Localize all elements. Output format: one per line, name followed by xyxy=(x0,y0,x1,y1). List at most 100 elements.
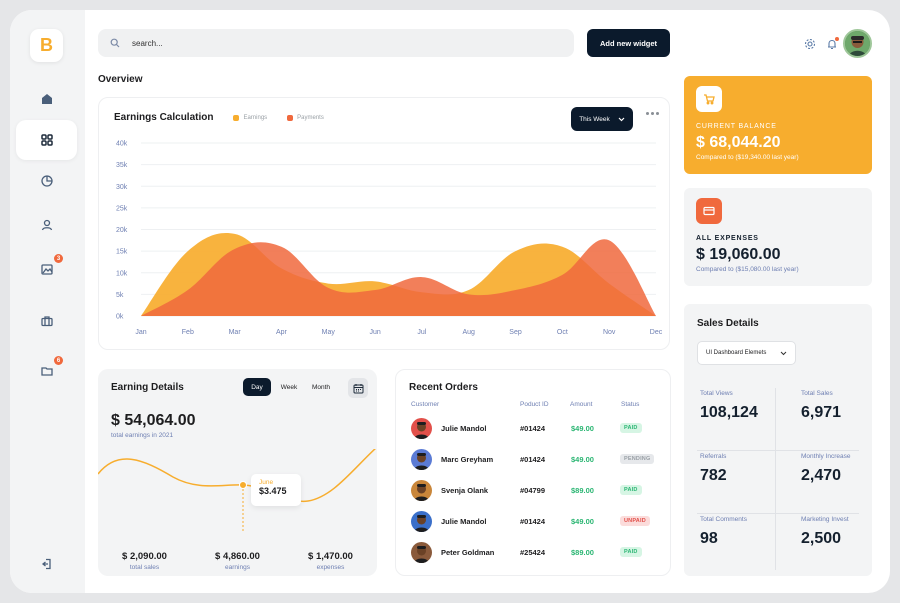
sidebar: B 3 6 xyxy=(10,10,85,593)
x-tick-label: Aug xyxy=(462,329,475,336)
sales-filter-dropdown[interactable]: UI Dashboard Elemets xyxy=(697,341,796,365)
y-tick-label: 15k xyxy=(116,249,128,256)
tab-day[interactable]: Day xyxy=(243,378,271,396)
table-row[interactable]: Peter Goldman #25424 $89.00 PAID xyxy=(396,541,672,565)
notifications-button[interactable] xyxy=(825,37,839,51)
tooltip-value: $3.475 xyxy=(259,486,287,496)
recent-orders-card: Recent Orders Customer Poduct ID Amount … xyxy=(395,369,671,576)
tab-month[interactable]: Month xyxy=(311,383,331,391)
stat-label: Referrals xyxy=(700,453,727,460)
total-earnings-caption: total earnings in 2021 xyxy=(111,432,174,439)
sidebar-item-media[interactable]: 3 xyxy=(37,254,63,279)
stats-divider xyxy=(697,513,859,514)
add-widget-button[interactable]: Add new widget xyxy=(587,29,670,57)
status-badge: PAID xyxy=(620,547,642,557)
stat-value: 782 xyxy=(700,467,727,484)
customer-avatar xyxy=(411,449,432,470)
user-avatar[interactable] xyxy=(843,29,872,58)
product-id: #04799 xyxy=(520,486,546,495)
customer-avatar xyxy=(411,542,432,563)
page-title: Overview xyxy=(98,74,143,85)
credit-card-icon xyxy=(703,206,715,216)
balance-icon-box xyxy=(696,86,722,112)
table-row[interactable]: Julie Mandol #01424 $49.00 UNPAID xyxy=(396,510,672,534)
search-bar[interactable] xyxy=(98,29,574,57)
orders-title: Recent Orders xyxy=(409,382,478,393)
order-amount: $49.00 xyxy=(571,455,594,464)
table-row[interactable]: Julie Mandol #01424 $49.00 PAID xyxy=(396,417,672,441)
sidebar-item-home[interactable] xyxy=(37,89,57,109)
status-badge: PENDING xyxy=(620,454,655,464)
sidebar-item-dashboard[interactable] xyxy=(37,130,57,150)
column-header-product-id: Poduct ID xyxy=(520,401,549,408)
sidebar-item-analytics[interactable] xyxy=(37,171,57,191)
sidebar-item-portfolio[interactable] xyxy=(37,311,57,331)
sales-details-card: Sales Details UI Dashboard Elemets Total… xyxy=(684,304,872,576)
all-expenses-card[interactable]: ALL EXPENSES $ 19,060.00 Compared to ($1… xyxy=(684,188,872,286)
stat-value: 108,124 xyxy=(700,404,758,421)
notification-dot xyxy=(835,37,839,41)
briefcase-icon xyxy=(41,316,53,327)
chevron-down-icon xyxy=(618,117,625,121)
column-header-status: Status xyxy=(621,401,640,408)
y-tick-label: 35k xyxy=(116,162,128,169)
y-tick-label: 5k xyxy=(116,292,124,299)
sidebar-logout[interactable] xyxy=(37,554,57,574)
search-input[interactable] xyxy=(132,38,532,48)
stat-label: Total Views xyxy=(700,390,733,397)
period-dropdown[interactable]: This Week xyxy=(571,107,633,131)
balance-label: CURRENT BALANCE xyxy=(696,123,777,130)
table-row[interactable]: Svenja Olank #04799 $89.00 PAID xyxy=(396,479,672,503)
product-id: #01424 xyxy=(520,517,546,526)
brand-logo[interactable]: B xyxy=(30,29,63,62)
more-options-button[interactable] xyxy=(646,112,659,115)
column-header-amount: Amount xyxy=(570,401,593,408)
product-id: #25424 xyxy=(520,548,546,557)
grid-icon xyxy=(41,134,53,146)
stats-divider xyxy=(697,450,859,451)
earnings-trend-line xyxy=(98,449,376,531)
stat-label: Total Comments xyxy=(700,516,747,523)
status-badge: PAID xyxy=(620,485,642,495)
legend-swatch xyxy=(233,114,240,121)
sidebar-item-users[interactable] xyxy=(37,215,57,235)
stat-label: Marketing Invest xyxy=(801,516,849,523)
stat-value: $ 4,860.00 xyxy=(215,551,260,562)
product-id: #01424 xyxy=(520,424,546,433)
stat-value: 98 xyxy=(700,530,718,547)
balance-value: $ 68,044.20 xyxy=(696,134,781,151)
x-tick-label: Dec xyxy=(650,329,663,336)
dropdown-value: UI Dashboard Elemets xyxy=(706,350,767,356)
x-tick-label: Oct xyxy=(557,329,568,336)
earnings-chart-card: Earnings Calculation Earnings Payments T… xyxy=(98,97,670,350)
cart-icon xyxy=(704,94,715,105)
calendar-button[interactable] xyxy=(348,378,368,398)
earnings-area-chart: 0k 5k 10k 15k 20k 25k 30k 35k 40k Jan Feb Mar Apr May… xyxy=(116,141,663,337)
settings-button[interactable] xyxy=(803,37,817,51)
app-window: B 3 6 A xyxy=(10,10,890,593)
y-tick-label: 10k xyxy=(116,270,128,277)
current-balance-card[interactable]: CURRENT BALANCE $ 68,044.20 Compared to … xyxy=(684,76,872,174)
legend-label: Earnings xyxy=(243,114,268,121)
stat-label: total sales xyxy=(129,564,160,571)
sidebar-item-files[interactable]: 6 xyxy=(37,356,63,381)
stat-label: Total Sales xyxy=(801,390,833,397)
series-area-payments xyxy=(141,239,656,316)
stat-label: earnings xyxy=(225,564,250,571)
stats-divider xyxy=(775,388,776,570)
balance-comparison: Compared to ($19,340.00 last year) xyxy=(696,154,799,161)
notification-badge: 3 xyxy=(54,254,63,263)
tab-week[interactable]: Week xyxy=(280,383,298,391)
table-row[interactable]: Marc Greyham #01424 $49.00 PENDING xyxy=(396,448,672,472)
status-badge: PAID xyxy=(620,423,642,433)
customer-name: Julie Mandol xyxy=(441,517,487,526)
total-earnings-value: $ 54,064.00 xyxy=(111,412,196,429)
legend-earnings: Earnings xyxy=(233,114,268,121)
period-tabs: Day Week Month xyxy=(243,378,335,396)
chart-tooltip: June $3.475 xyxy=(251,474,301,506)
column-header-customer: Customer xyxy=(411,401,440,408)
legend-label: Payments xyxy=(297,114,324,121)
product-id: #01424 xyxy=(520,455,546,464)
stat-total-sales: $ 2,090.00 total sales xyxy=(122,551,167,571)
customer-name: Marc Greyham xyxy=(441,455,494,464)
